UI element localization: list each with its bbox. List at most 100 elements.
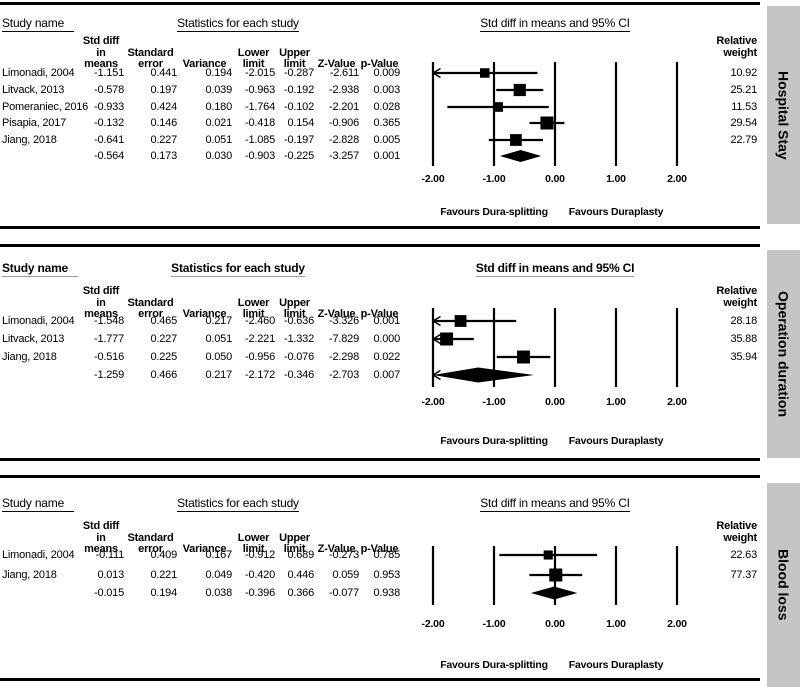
effect-square [440, 332, 454, 346]
stat-cell: -2.221 [245, 333, 275, 345]
panel-content: Study name Statistics for each study Std… [0, 5, 760, 226]
column-header: Std diff in means [82, 520, 120, 555]
study-name-cell [0, 587, 78, 600]
arrowhead-stroke [432, 315, 441, 322]
stat-cell: -0.076 [284, 351, 314, 363]
stat-cell: 0.013 [97, 569, 124, 581]
stat-cell: -1.777 [94, 333, 124, 345]
column-header: Lower limit [237, 531, 270, 555]
stat-cell: -0.396 [245, 587, 275, 599]
plot-section-header: Std diff in means and 95% CI [480, 496, 630, 512]
stat-cell: -0.516 [94, 351, 124, 363]
study-row: Jiang, 2018 -0.516 0.225 0.050 -0.956 -0.076 -… [0, 351, 400, 364]
effect-square [454, 315, 467, 327]
relative-weight-value: 35.94 [730, 351, 757, 363]
stat-cell: -1.085 [245, 134, 275, 146]
stat-cell: -2.015 [245, 67, 275, 79]
favours-left-label: Favours Dura-splitting [440, 206, 548, 218]
column-header: Z-Value [317, 543, 356, 555]
outcome-sidebar-blood-loss: Blood loss [767, 483, 800, 687]
summary-row: -0.015 0.194 0.038 -0.396 0.366 -0.077 0.938 [0, 587, 400, 600]
study-name-cell: Pomeraniec, 2016 [2, 101, 89, 113]
stat-cell: 0.049 [205, 569, 232, 581]
stat-cell: -0.906 [329, 117, 359, 129]
stat-cell: -0.287 [284, 67, 314, 79]
column-header: Z-Value [317, 58, 356, 70]
column-header: Upper limit [279, 531, 310, 555]
study-row: Pomeraniec, 2016 -0.933 0.424 0.180 -1.764 -0… [0, 101, 400, 114]
arrowhead-stroke [432, 338, 441, 345]
study-name-cell: Jiang, 2018 [2, 351, 57, 363]
stat-cell: 0.953 [373, 569, 400, 581]
stat-cell: -7.829 [329, 333, 359, 345]
effect-square [513, 83, 526, 97]
favours-left-label: Favours Dura-splitting [440, 435, 548, 447]
plot-section-header: Std diff in means and 95% CI [475, 261, 635, 277]
stat-cell: 0.466 [150, 369, 177, 381]
stat-cell: -0.132 [94, 117, 124, 129]
study-row: Limonadi, 2004 -1.548 0.465 0.217 -2.460 -0.6… [0, 315, 400, 328]
stat-cell: 0.059 [332, 569, 359, 581]
stat-cell: 0.005 [373, 134, 400, 146]
stat-cell: -2.460 [245, 315, 275, 327]
study-name-cell: Jiang, 2018 [2, 134, 57, 146]
stat-cell: 0.180 [205, 101, 232, 113]
left-arrowhead [432, 333, 441, 345]
stat-cell: 0.424 [150, 101, 177, 113]
plot-section-header: Std diff in means and 95% CI [480, 16, 630, 32]
stat-cell: -0.197 [284, 134, 314, 146]
arrowhead-stroke [432, 369, 441, 376]
axis-tick-label: 2.00 [667, 618, 687, 630]
stat-cell: -3.326 [329, 315, 359, 327]
arrowhead-stroke [432, 374, 441, 381]
panel-content: Study name Statistics for each study Std… [0, 478, 760, 678]
stat-cell: 0.194 [205, 67, 232, 79]
stat-cell: 0.038 [205, 587, 232, 599]
stat-cell: 0.051 [205, 134, 232, 146]
outcome-sidebar-hospital-stay: Hospital Stay [767, 6, 800, 224]
summary-row: -1.259 0.466 0.217 -2.172 -0.346 -2.703 0.007 [0, 369, 400, 382]
stat-cell: -2.201 [329, 101, 359, 113]
stat-cell: -2.172 [245, 369, 275, 381]
forest-panel: Study name Statistics for each study Std… [0, 2, 760, 229]
stat-cell: 0.167 [205, 549, 232, 561]
column-header: Variance [182, 308, 227, 320]
stat-cell: 0.009 [373, 67, 400, 79]
stat-cell: 0.465 [150, 315, 177, 327]
stat-cell: 0.146 [150, 117, 177, 129]
outcome-label: Operation duration [775, 291, 792, 417]
stat-cell: -0.015 [94, 587, 124, 599]
stat-cell: 0.194 [150, 587, 177, 599]
stat-cell: -0.963 [245, 84, 275, 96]
study-name-cell: Limonadi, 2004 [2, 549, 75, 561]
stat-cell: 0.689 [287, 549, 314, 561]
favours-right-label: Favours Duraplasty [569, 435, 664, 447]
study-name-cell: Litvack, 2013 [2, 84, 65, 96]
summary-diamond [499, 150, 542, 162]
axis-tick-label: 0.00 [545, 396, 565, 408]
stat-cell: 0.938 [373, 587, 400, 599]
study-row: Limonadi, 2004 -1.151 0.441 0.194 -2.015 -0.2… [0, 67, 400, 80]
stat-cell: -0.636 [284, 315, 314, 327]
favours-left-label: Favours Dura-splitting [440, 659, 548, 671]
column-header: Std diff in means [82, 285, 120, 320]
stat-cell: 0.173 [150, 150, 177, 162]
stat-cell: -0.225 [284, 150, 314, 162]
stat-cell: 0.785 [373, 549, 400, 561]
effect-square [517, 350, 531, 364]
axis-tick-label: -1.00 [483, 173, 506, 185]
study-name-cell [0, 150, 78, 163]
column-headers: Std diff in means Standard error Variance L… [0, 520, 400, 556]
stat-cell: -0.273 [329, 549, 359, 561]
relative-weight-value: 10.92 [730, 67, 757, 79]
arrowhead-stroke [432, 67, 441, 74]
axis-tick-label: 0.00 [545, 618, 565, 630]
relative-weight-value: 28.18 [730, 315, 757, 327]
stat-cell: 0.225 [150, 351, 177, 363]
arrowhead-stroke [432, 320, 441, 327]
stat-cell: 0.446 [287, 569, 314, 581]
axis-tick-label: -2.00 [422, 173, 445, 185]
stat-cell: -2.938 [329, 84, 359, 96]
arrowhead-stroke [432, 333, 441, 340]
axis-tick-label: 1.00 [606, 396, 626, 408]
